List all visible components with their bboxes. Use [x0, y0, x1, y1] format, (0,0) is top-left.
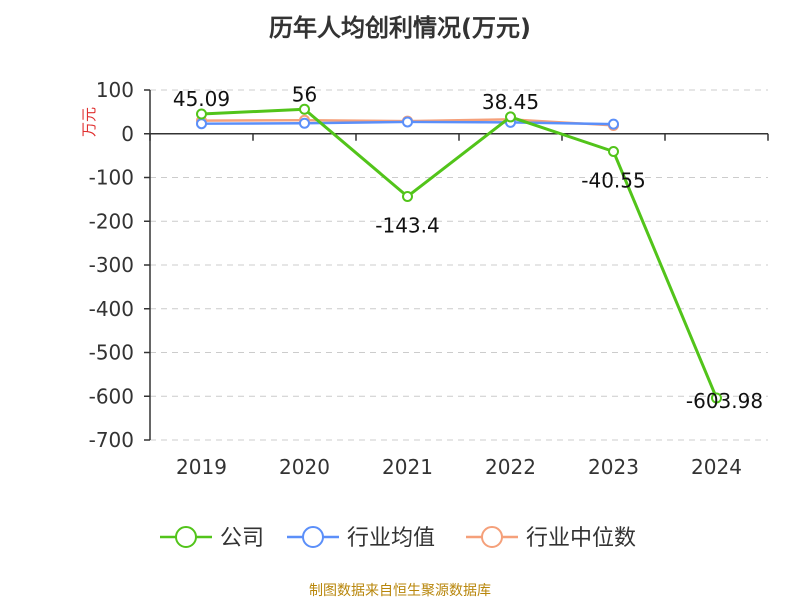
x-tick-label: 2019 — [176, 455, 227, 479]
y-axis-unit: 万元 — [80, 107, 98, 137]
data-label: -603.98 — [686, 389, 763, 413]
grid-lines — [150, 89, 768, 441]
footer-source: 制图数据来自恒生聚源数据库 — [309, 583, 491, 599]
legend-label: 行业中位数 — [526, 526, 636, 551]
data-label: 56 — [292, 82, 317, 106]
series-point-1 — [196, 118, 207, 130]
x-tick-label: 2022 — [485, 455, 536, 479]
legend-label: 行业均值 — [347, 526, 435, 551]
data-label: -143.4 — [375, 213, 439, 237]
data-labels: 45.09 56 -143.4 38.45 -40.55 -603.98 — [173, 82, 763, 413]
series-point-0 — [196, 108, 207, 120]
series-line-0 — [201, 107, 718, 399]
legend-item-2: 行业中位数 — [466, 526, 636, 551]
axes: 100 0 -100 -200 -300 -400 -500 -600 -700 万元 2019 20… — [80, 78, 769, 479]
legend-swatch-marker — [175, 526, 197, 548]
data-label: -40.55 — [581, 168, 645, 192]
series-point-0 — [711, 392, 722, 404]
legend-item-1: 行业均值 — [287, 526, 435, 551]
legend-item-0: 公司 — [160, 526, 264, 551]
y-tick-label: -600 — [89, 384, 134, 408]
legend-swatch-marker — [302, 526, 324, 548]
data-label: 45.09 — [173, 87, 230, 111]
x-tick-label: 2021 — [382, 455, 433, 479]
y-tick-label: -500 — [89, 341, 134, 365]
series-point-1 — [402, 116, 413, 128]
y-tick-label: -200 — [89, 209, 134, 233]
series-point-0 — [299, 103, 310, 115]
y-tick-label: -300 — [89, 253, 134, 277]
y-tick-label: -400 — [89, 297, 134, 321]
x-tick-label: 2024 — [691, 455, 742, 479]
x-tick-label: 2020 — [279, 455, 330, 479]
series-point-0 — [402, 190, 413, 202]
series-point-1 — [608, 118, 619, 130]
y-tick-label: -700 — [89, 428, 134, 452]
legend: 公司 行业均值 行业中位数 — [160, 526, 636, 551]
series-lines — [196, 103, 722, 404]
data-label: 38.45 — [482, 90, 539, 114]
legend-swatch-marker — [481, 526, 503, 548]
y-tick-label: -100 — [89, 166, 134, 190]
legend-label: 公司 — [220, 526, 264, 551]
chart-title: 历年人均创利情况(万元) — [269, 14, 531, 42]
series-point-1 — [299, 117, 310, 129]
y-tick-label: 100 — [96, 78, 134, 102]
y-tick-label: 0 — [121, 122, 134, 146]
series-point-0 — [608, 145, 619, 157]
series-point-0 — [505, 111, 516, 123]
x-tick-label: 2023 — [588, 455, 639, 479]
